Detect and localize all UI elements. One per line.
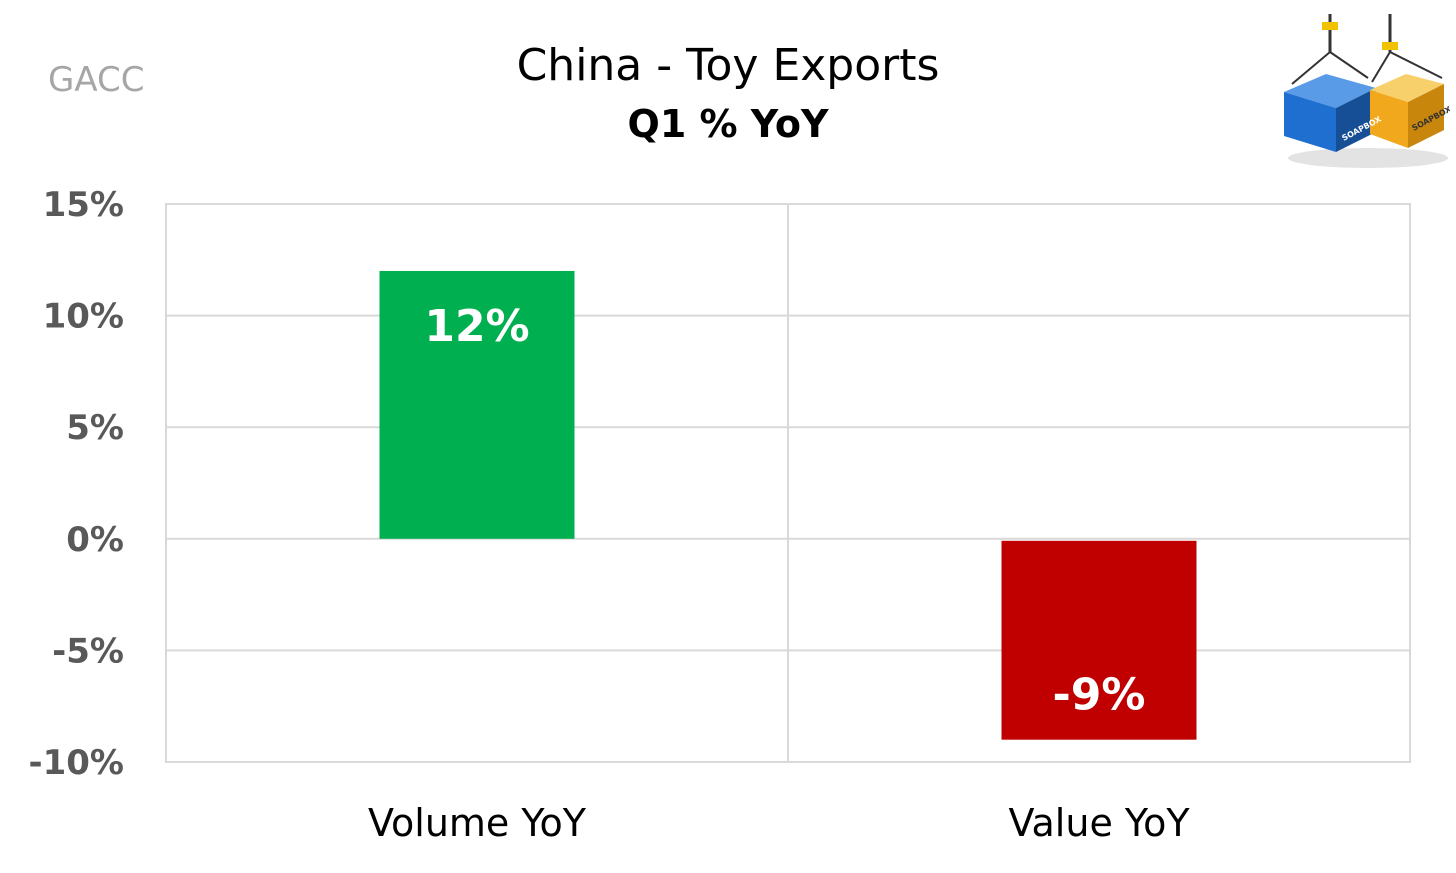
y-tick-label: -5% — [52, 631, 124, 671]
y-tick-label: 10% — [43, 297, 124, 337]
y-tick-label: 15% — [43, 185, 124, 225]
category-label: Volume YoY — [368, 801, 587, 845]
category-label: Value YoY — [1008, 801, 1190, 845]
data-label: 12% — [424, 301, 529, 352]
source-label: GACC — [48, 60, 145, 100]
data-label: -9% — [1053, 670, 1146, 721]
y-tick-label: 0% — [66, 520, 124, 560]
chart-title: China - Toy Exports — [516, 40, 940, 91]
chart-subtitle: Q1 % YoY — [627, 102, 829, 146]
y-tick-label: -10% — [29, 743, 125, 783]
soapbox-logo: SOAPBOX SOAPBOX — [1284, 14, 1450, 168]
bar — [1001, 540, 1197, 740]
y-tick-label: 5% — [66, 408, 124, 448]
bar — [379, 270, 575, 539]
